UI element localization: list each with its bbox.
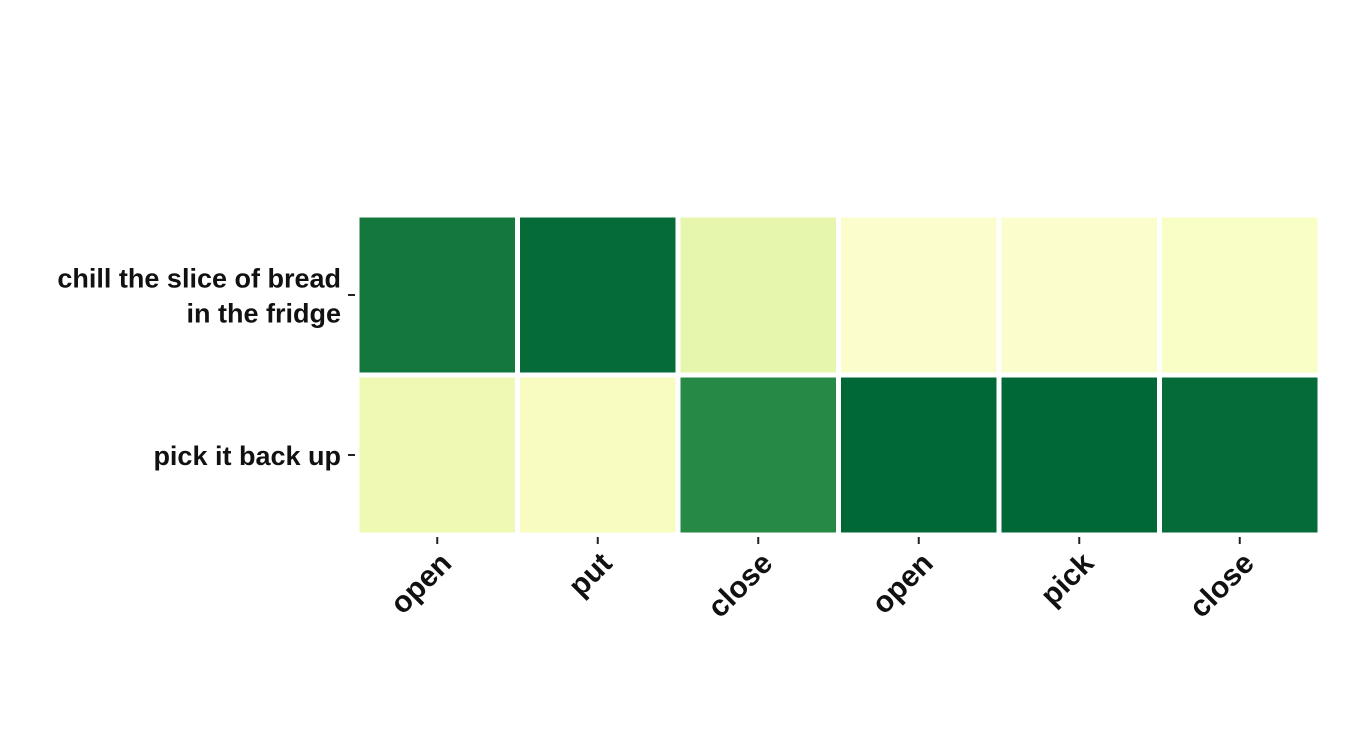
heatmap-cell-r1-c1	[515, 372, 681, 538]
x-tick-label-1: put	[562, 547, 618, 603]
heatmap-cell-r1-c2	[675, 372, 841, 538]
y-tick-label-1: pick it back up	[153, 441, 341, 471]
heatmap-cell-r0-c1	[515, 212, 681, 378]
heatmap-cell-r1-c5	[1157, 372, 1323, 538]
y-axis: chill the slice of bread in the fridge pic…	[57, 264, 355, 471]
heatmap-cell-r1-c3	[836, 372, 1002, 538]
x-tick-label-0: open	[384, 547, 458, 621]
heatmap-cell-r0-c3	[836, 212, 1002, 378]
x-tick-label-3: open	[866, 547, 940, 621]
x-tick-label-2: close	[702, 547, 780, 625]
heatmap-cell-r1-c0	[354, 372, 520, 538]
x-axis: open put close open pick close	[384, 537, 1261, 624]
heatmap-cell-r0-c0	[354, 212, 520, 378]
heatmap-cell-r1-c4	[996, 372, 1162, 538]
heatmap-cell-r0-c2	[675, 212, 841, 378]
heatmap-cells	[354, 212, 1323, 538]
heatmap-cell-r0-c5	[1157, 212, 1323, 378]
x-tick-label-4: pick	[1034, 546, 1100, 612]
y-tick-label-0: chill the slice of bread in the fridge	[57, 264, 341, 329]
heatmap-cell-r0-c4	[996, 212, 1162, 378]
x-tick-label-5: close	[1183, 547, 1261, 625]
